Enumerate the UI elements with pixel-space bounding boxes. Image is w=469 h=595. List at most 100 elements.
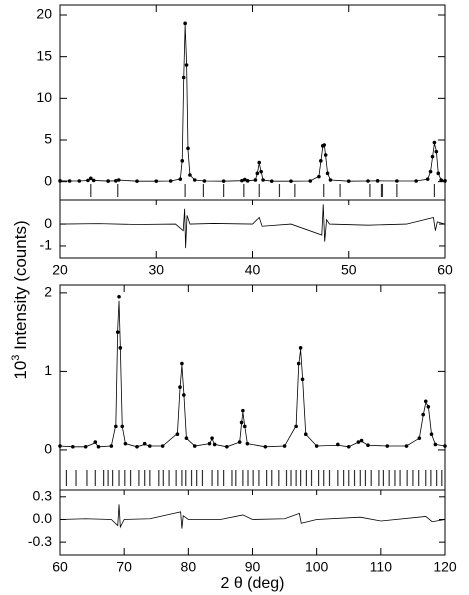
observed-point <box>83 445 88 449</box>
x-tick-label: 100 <box>305 559 329 575</box>
y-axis-label: 103 Intensity (counts) <box>10 220 31 379</box>
observed-point <box>180 159 185 163</box>
observed-point <box>375 179 380 183</box>
observed-point <box>71 445 75 449</box>
x-axis-label: 2 θ (deg) <box>220 575 284 592</box>
observed-point <box>294 424 298 429</box>
observed-point <box>115 330 120 334</box>
observed-point <box>123 441 128 446</box>
observed-point <box>253 178 258 182</box>
observed-point <box>178 177 183 181</box>
observed-point <box>240 178 244 183</box>
observed-point <box>86 178 90 183</box>
observed-point <box>385 444 390 448</box>
observed-point <box>428 169 433 174</box>
observed-point <box>359 438 364 443</box>
observed-point <box>212 442 217 447</box>
observed-point <box>180 361 184 366</box>
observed-point <box>89 176 93 181</box>
x-tick-label: 60 <box>52 559 68 575</box>
observed-point <box>346 445 351 449</box>
observed-point <box>192 178 197 182</box>
observed-point <box>181 75 186 80</box>
y-tick-label: 1 <box>44 362 52 378</box>
observed-point <box>96 445 101 449</box>
plot-frame <box>59 4 446 259</box>
y-tick-label: 20 <box>36 6 52 22</box>
y-tick-label: 2 <box>44 284 52 300</box>
observed-point <box>404 444 409 448</box>
observed-point <box>168 179 173 183</box>
x-tick-label: 110 <box>370 559 393 575</box>
observed-point <box>425 177 430 181</box>
x-tick-label: 70 <box>116 559 132 575</box>
observed-point <box>207 441 212 446</box>
y-tick-label: 0 <box>44 441 52 457</box>
observed-point <box>443 444 447 448</box>
observed-point <box>346 179 351 183</box>
observed-point <box>239 420 244 425</box>
x-tick-label: 80 <box>181 559 197 575</box>
observed-point <box>106 179 110 183</box>
observed-point <box>120 424 125 429</box>
observed-point <box>114 179 118 183</box>
observed-point <box>245 441 250 446</box>
observed-point <box>426 404 431 409</box>
observed-point <box>58 444 62 448</box>
observed-point <box>117 294 121 299</box>
observed-point <box>303 432 308 437</box>
observed-point <box>245 179 250 183</box>
observed-point <box>314 444 319 448</box>
observed-point <box>336 442 340 447</box>
observed-point <box>259 169 263 174</box>
observed-point <box>263 445 268 449</box>
observed-point <box>67 179 72 183</box>
observed-point <box>433 442 438 447</box>
observed-point <box>142 441 147 446</box>
observed-point <box>183 21 187 26</box>
diff-y-tick-label: 0 <box>44 215 52 231</box>
y-axis-label-rest: Intensity (counts) <box>11 220 30 354</box>
observed-point <box>417 436 422 440</box>
observed-point <box>109 444 114 448</box>
diff-y-tick-label: -0.3 <box>28 533 52 549</box>
x-tick-label: 120 <box>433 559 457 575</box>
observed-point <box>300 377 305 382</box>
x-tick-label: 50 <box>341 262 357 278</box>
observed-point <box>160 444 165 448</box>
observed-point <box>282 444 287 448</box>
observed-point <box>308 179 313 183</box>
observed-point <box>322 143 327 147</box>
observed-point <box>58 179 62 183</box>
observed-point <box>93 440 98 444</box>
observed-point <box>114 424 118 429</box>
difference-line <box>59 204 446 249</box>
observed-point <box>135 179 139 183</box>
observed-point <box>178 385 182 389</box>
observed-point <box>148 444 152 448</box>
observed-point <box>317 174 321 179</box>
observed-point <box>184 63 189 67</box>
observed-point <box>269 179 274 183</box>
y-tick-label: 10 <box>36 89 52 105</box>
observed-point <box>243 177 247 182</box>
y-axis-label-base: 10 <box>11 361 30 380</box>
observed-point <box>434 149 439 154</box>
observed-point <box>241 408 245 413</box>
x-tick-label: 40 <box>245 262 261 278</box>
observed-point <box>225 445 229 449</box>
observed-point <box>261 178 265 182</box>
x-tick-label: 60 <box>437 262 453 278</box>
observed-point <box>182 393 186 397</box>
observed-point <box>421 412 425 417</box>
observed-point <box>202 179 207 183</box>
y-tick-label: 15 <box>36 47 52 63</box>
x-tick-label: 30 <box>148 262 164 278</box>
observed-point <box>296 361 301 366</box>
observed-point <box>184 436 189 440</box>
observed-point <box>154 179 159 183</box>
observed-point <box>118 346 123 350</box>
observed-point <box>432 140 437 145</box>
y-axis-label-sup: 3 <box>10 355 22 361</box>
